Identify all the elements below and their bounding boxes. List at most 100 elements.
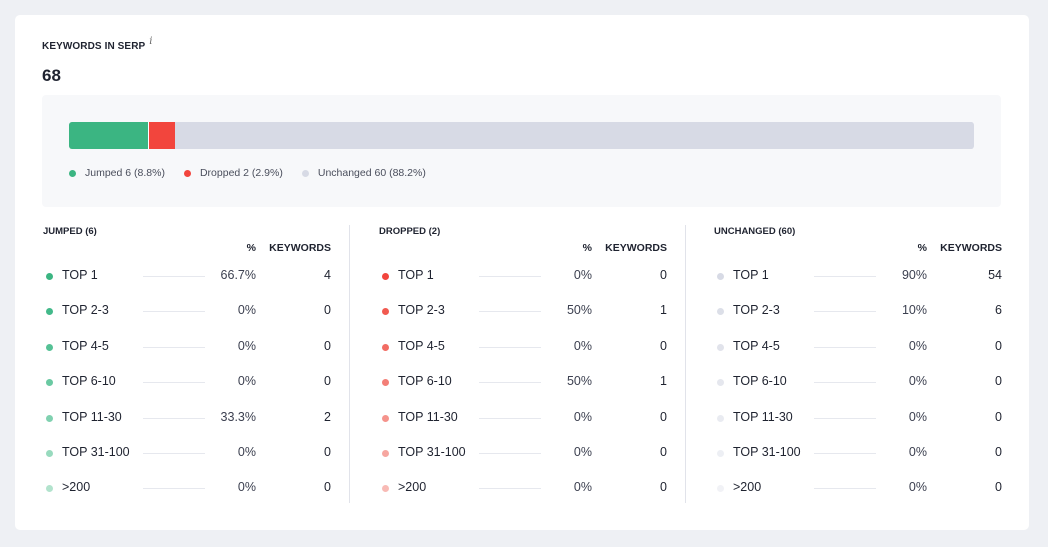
legend-label-jumped: Jumped 6 (8.8%): [85, 167, 165, 179]
table-row[interactable]: TOP 6-10 50% 1: [379, 374, 667, 409]
percent-header: %: [246, 242, 256, 254]
table-row[interactable]: TOP 11-30 0% 0: [714, 410, 1002, 445]
table-row[interactable]: TOP 11-30 33.3% 2: [43, 410, 331, 445]
row-label: TOP 4-5: [62, 338, 109, 353]
legend-label-unchanged: Unchanged 60 (88.2%): [317, 167, 426, 179]
unchanged-column: UNCHANGED (60) % KEYWORDS TOP 1 90% 54 TOP …: [714, 226, 1002, 516]
row-dot-icon: [382, 379, 389, 387]
row-separator: [479, 452, 541, 454]
row-keywords-count: 0: [995, 409, 1002, 424]
table-row[interactable]: TOP 2-3 0% 0: [43, 303, 331, 338]
row-percent: 0%: [237, 338, 256, 353]
table-row[interactable]: >200 0% 0: [714, 480, 1002, 515]
table-row[interactable]: TOP 4-5 0% 0: [379, 339, 667, 374]
percent-header: %: [582, 242, 592, 254]
column-title: UNCHANGED (60): [714, 226, 796, 237]
row-dot-icon: [46, 379, 53, 387]
table-row[interactable]: TOP 1 0% 0: [379, 268, 667, 303]
table-row[interactable]: TOP 31-100 0% 0: [379, 445, 667, 480]
row-label: TOP 31-100: [733, 444, 801, 459]
table-row[interactable]: >200 0% 0: [379, 480, 667, 515]
table-row[interactable]: TOP 1 90% 54: [714, 268, 1002, 303]
legend-dot-dropped: [183, 169, 191, 177]
row-dot-icon: [382, 343, 389, 351]
row-percent: 90%: [901, 268, 927, 282]
row-label: TOP 6-10: [398, 374, 452, 389]
row-keywords-count: 0: [324, 444, 331, 459]
row-keywords-count: 0: [660, 268, 667, 282]
row-keywords-count: 1: [660, 374, 667, 389]
row-label: TOP 6-10: [733, 374, 787, 389]
row-separator: [479, 346, 541, 348]
row-separator: [814, 382, 876, 384]
column-header: % KEYWORDS: [379, 241, 667, 268]
table-row[interactable]: TOP 11-30 0% 0: [379, 410, 667, 445]
table-row[interactable]: TOP 6-10 0% 0: [43, 374, 331, 409]
table-row[interactable]: TOP 6-10 0% 0: [714, 374, 1002, 409]
row-dot-icon: [46, 485, 53, 493]
percent-header: %: [917, 242, 927, 254]
row-label: TOP 1: [62, 268, 98, 282]
row-keywords-count: 0: [324, 338, 331, 353]
row-percent: 33.3%: [220, 409, 256, 424]
distribution-bar: [69, 122, 974, 149]
table-row[interactable]: TOP 4-5 0% 0: [714, 339, 1002, 374]
row-keywords-count: 54: [988, 268, 1002, 282]
row-keywords-count: 6: [995, 303, 1002, 318]
row-dot-icon: [382, 308, 389, 316]
row-separator: [814, 276, 876, 277]
column-header: % KEYWORDS: [714, 241, 1002, 268]
row-separator: [143, 452, 205, 454]
row-label: >200: [62, 480, 91, 495]
row-dot-icon: [717, 343, 724, 351]
row-label: TOP 6-10: [62, 374, 116, 389]
row-label: >200: [398, 480, 427, 495]
row-percent: 0%: [573, 480, 592, 495]
row-separator: [143, 346, 205, 348]
row-label: TOP 2-3: [62, 303, 109, 318]
row-separator: [479, 417, 541, 419]
table-row[interactable]: >200 0% 0: [43, 480, 331, 515]
table-row[interactable]: TOP 4-5 0% 0: [43, 339, 331, 374]
legend-label-dropped: Dropped 2 (2.9%): [199, 167, 283, 179]
legend-dot-unchanged: [301, 169, 309, 177]
table-row[interactable]: TOP 1 66.7% 4: [43, 268, 331, 303]
row-percent: 0%: [908, 480, 927, 495]
row-separator: [479, 382, 541, 384]
row-separator: [814, 311, 876, 313]
row-dot-icon: [46, 308, 53, 316]
row-dot-icon: [717, 273, 724, 280]
row-label: TOP 2-3: [733, 303, 780, 318]
row-label: TOP 11-30: [733, 409, 793, 424]
row-separator: [479, 276, 541, 277]
row-label: TOP 1: [733, 268, 769, 282]
table-row[interactable]: TOP 2-3 50% 1: [379, 303, 667, 338]
row-dot-icon: [46, 273, 53, 280]
row-percent: 0%: [908, 338, 927, 353]
row-keywords-count: 0: [660, 480, 667, 495]
row-dot-icon: [717, 308, 724, 316]
row-label: TOP 31-100: [398, 444, 466, 459]
row-keywords-count: 0: [995, 480, 1002, 495]
column-header: % KEYWORDS: [43, 241, 331, 268]
bar-segment-unchanged[interactable]: [174, 122, 974, 149]
row-percent: 0%: [908, 444, 927, 459]
row-label: TOP 4-5: [733, 338, 780, 353]
row-percent: 50%: [566, 374, 592, 389]
info-icon[interactable]: i: [149, 36, 153, 47]
legend-item-unchanged: Unchanged 60 (88.2%): [301, 167, 426, 179]
row-percent: 0%: [237, 303, 256, 318]
row-label: >200: [733, 480, 762, 495]
row-separator: [143, 382, 205, 384]
table-row[interactable]: TOP 31-100 0% 0: [43, 445, 331, 480]
table-row[interactable]: TOP 31-100 0% 0: [714, 445, 1002, 480]
row-percent: 0%: [573, 268, 592, 282]
bar-segment-jumped[interactable]: [69, 122, 149, 149]
table-row[interactable]: TOP 2-3 10% 6: [714, 303, 1002, 338]
bar-segment-dropped[interactable]: [148, 122, 175, 149]
row-keywords-count: 0: [995, 444, 1002, 459]
row-percent: 0%: [573, 338, 592, 353]
row-dot-icon: [717, 414, 724, 422]
row-keywords-count: 0: [995, 338, 1002, 353]
row-separator: [143, 417, 205, 419]
